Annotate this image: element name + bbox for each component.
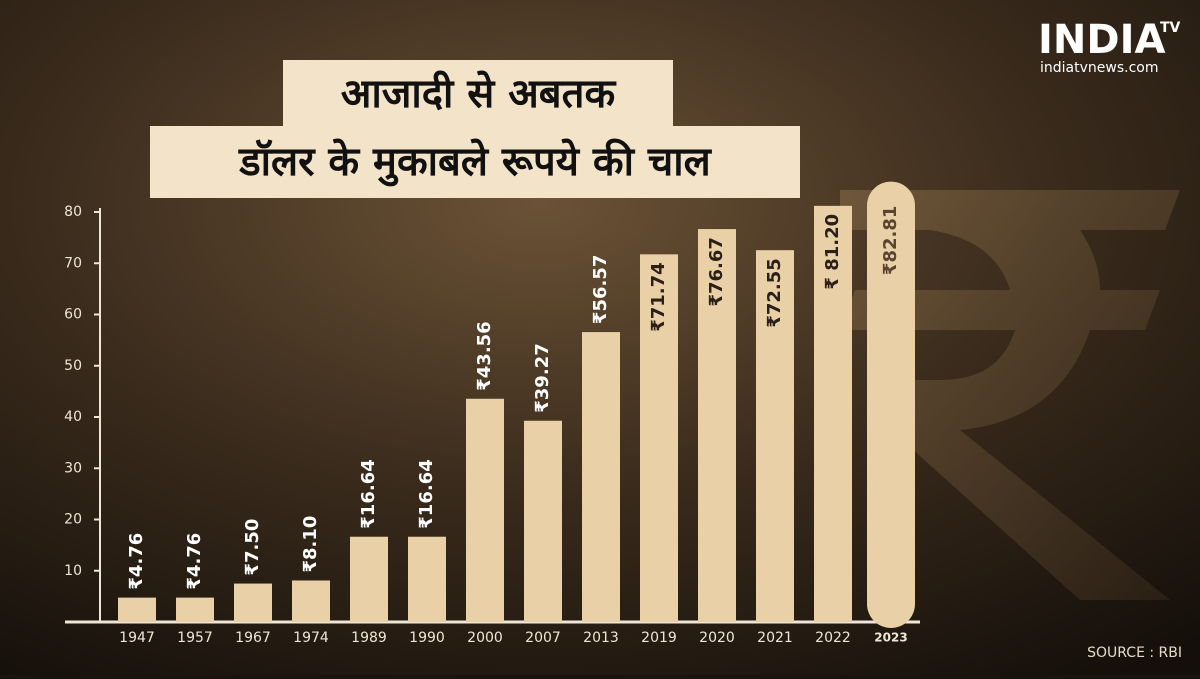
bar — [466, 398, 504, 622]
x-tick-label: 2019 — [641, 630, 677, 646]
value-label: ₹4.76 — [184, 533, 205, 590]
y-tick-label: 70 — [64, 255, 82, 271]
value-label: ₹71.74 — [648, 262, 669, 331]
value-label: ₹7.50 — [242, 519, 263, 576]
bar — [756, 250, 794, 622]
value-label: ₹4.76 — [126, 533, 147, 590]
value-label: ₹16.64 — [358, 459, 379, 528]
x-tick-label: 2007 — [525, 630, 561, 646]
source: SOURCE : RBI — [1087, 645, 1182, 661]
logo-brand: INDIA — [1038, 17, 1165, 63]
chart-title: आजादी से अबतक — [341, 70, 617, 117]
value-label: ₹8.10 — [300, 516, 321, 573]
x-tick-label: 1957 — [177, 630, 213, 646]
logo-tv: TV — [1160, 20, 1181, 36]
x-tick-label: 2022 — [815, 630, 851, 646]
logo-site: indiatvnews.com — [1040, 60, 1158, 76]
y-tick-label: 80 — [64, 204, 82, 220]
y-tick-label: 40 — [64, 409, 82, 425]
bar — [698, 229, 736, 622]
bar — [524, 420, 562, 622]
bar — [176, 597, 214, 622]
bar — [234, 583, 272, 622]
x-tick-label: 2023 — [874, 631, 907, 645]
y-tick-label: 30 — [64, 460, 82, 476]
y-tick-label: 20 — [64, 512, 82, 528]
value-label: ₹76.67 — [706, 237, 727, 306]
x-tick-label: 2021 — [757, 630, 793, 646]
x-tick-label: 1990 — [409, 630, 445, 646]
title-box — [150, 126, 800, 198]
x-tick-label: 2020 — [699, 630, 735, 646]
x-tick-label: 1967 — [235, 630, 271, 646]
title-box — [283, 60, 673, 126]
bar — [292, 580, 330, 622]
value-label: ₹39.27 — [532, 343, 553, 412]
y-tick-label: 10 — [64, 563, 82, 579]
rupee-symbol-decoration — [840, 190, 1180, 600]
value-label: ₹43.56 — [474, 321, 495, 390]
chart-title: डॉलर के मुकाबले रूपये की चाल — [237, 138, 712, 187]
bar — [118, 597, 156, 622]
y-tick-label: 50 — [64, 358, 82, 374]
x-tick-label: 2013 — [583, 630, 619, 646]
y-tick-label: 60 — [64, 307, 82, 323]
bar — [867, 181, 915, 628]
bar — [582, 332, 620, 622]
value-label: ₹72.55 — [764, 258, 785, 327]
x-tick-label: 2000 — [467, 630, 503, 646]
bar — [640, 254, 678, 622]
bar — [408, 536, 446, 622]
bar — [814, 205, 852, 622]
value-label: ₹16.64 — [416, 459, 437, 528]
value-label: ₹82.81 — [880, 206, 901, 275]
x-tick-label: 1947 — [119, 630, 155, 646]
value-label: ₹ 81.20 — [822, 214, 843, 290]
x-tick-label: 1989 — [351, 630, 387, 646]
value-label: ₹56.57 — [590, 255, 611, 324]
x-tick-label: 1974 — [293, 630, 329, 646]
bar — [350, 536, 388, 622]
